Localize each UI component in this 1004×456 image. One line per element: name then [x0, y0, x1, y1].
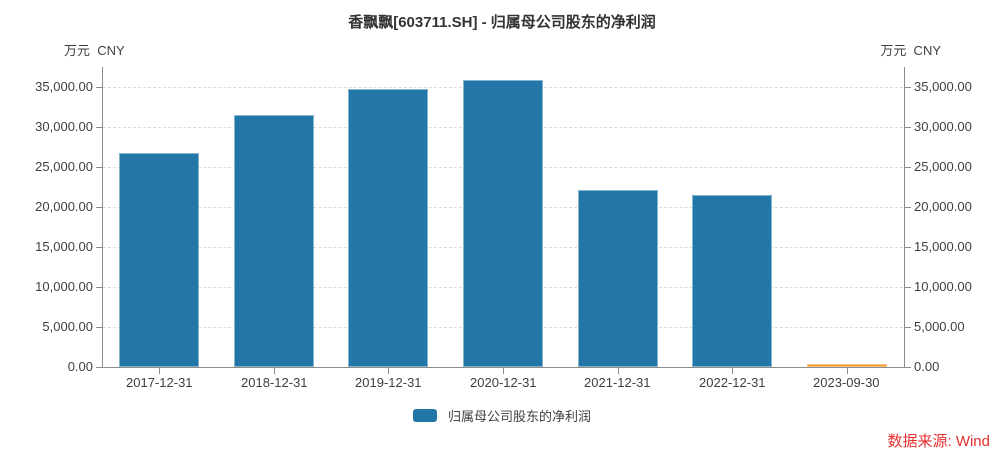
y-tick-label-right: 15,000.00: [914, 239, 972, 254]
data-source-note: 数据来源: Wind: [887, 433, 990, 450]
y-tick-label-left: 5,000.00: [42, 319, 93, 334]
y-tick-label-left: 25,000.00: [35, 159, 93, 174]
y-tick-mark-left: [96, 87, 102, 88]
x-tick-label: 2022-12-31: [699, 375, 766, 390]
legend-item[interactable]: 归属母公司股东的净利润: [412, 406, 591, 425]
x-axis-line: [102, 367, 905, 368]
bar-2023-09-30[interactable]: [807, 364, 887, 367]
y-tick-mark-left: [96, 367, 102, 368]
x-tick-mark: [274, 368, 275, 374]
bar-2018-12-31[interactable]: [234, 115, 314, 367]
bar-2017-12-31[interactable]: [119, 153, 199, 367]
x-tick-mark: [388, 368, 389, 374]
y-tick-label-left: 10,000.00: [35, 279, 93, 294]
y-tick-label-left: 35,000.00: [35, 79, 93, 94]
y-tick-label-right: 0.00: [914, 359, 940, 374]
y-tick-mark-left: [96, 247, 102, 248]
y-tick-mark-right: [905, 327, 911, 328]
legend-label: 归属母公司股东的净利润: [447, 409, 591, 424]
y-tick-label-left: 20,000.00: [35, 199, 93, 214]
y-tick-mark-left: [96, 167, 102, 168]
y-tick-label-right: 35,000.00: [914, 79, 972, 94]
bar-2019-12-31[interactable]: [348, 89, 428, 367]
y-tick-label-right: 20,000.00: [914, 199, 972, 214]
bar-2021-12-31[interactable]: [578, 190, 658, 367]
x-tick-label: 2018-12-31: [241, 375, 308, 390]
legend: 归属母公司股东的净利润: [0, 406, 1004, 425]
y-axis-unit-left: 万元 CNY: [64, 43, 125, 58]
y-tick-label-right: 30,000.00: [914, 119, 972, 134]
x-tick-mark: [618, 368, 619, 374]
x-tick-mark: [503, 368, 504, 374]
bar-2020-12-31[interactable]: [463, 80, 543, 367]
y-tick-label-left: 30,000.00: [35, 119, 93, 134]
bar-2022-12-31[interactable]: [692, 195, 772, 367]
y-tick-mark-left: [96, 127, 102, 128]
chart-title: 香飘飘[603711.SH] - 归属母公司股东的净利润: [348, 14, 656, 31]
x-tick-label: 2020-12-31: [470, 375, 537, 390]
x-tick-mark: [847, 368, 848, 374]
y-axis-unit-right: 万元 CNY: [880, 43, 941, 58]
y-tick-mark-right: [905, 167, 911, 168]
y-axis-line-right: [904, 67, 905, 367]
y-tick-mark-left: [96, 287, 102, 288]
y-tick-mark-left: [96, 207, 102, 208]
y-tick-mark-right: [905, 287, 911, 288]
y-tick-mark-right: [905, 127, 911, 128]
y-tick-label-left: 15,000.00: [35, 239, 93, 254]
x-tick-label: 2023-09-30: [813, 375, 880, 390]
x-tick-label: 2019-12-31: [355, 375, 422, 390]
y-axis-line-left: [102, 67, 103, 367]
y-tick-mark-right: [905, 207, 911, 208]
y-tick-mark-left: [96, 327, 102, 328]
x-tick-label: 2017-12-31: [126, 375, 193, 390]
y-tick-label-right: 10,000.00: [914, 279, 972, 294]
y-tick-label-right: 5,000.00: [914, 319, 965, 334]
x-tick-mark: [732, 368, 733, 374]
y-tick-mark-right: [905, 247, 911, 248]
x-tick-mark: [159, 368, 160, 374]
y-tick-mark-right: [905, 87, 911, 88]
legend-swatch-icon: [412, 409, 437, 422]
y-tick-label-left: 0.00: [67, 359, 93, 374]
x-tick-label: 2021-12-31: [584, 375, 651, 390]
y-tick-label-right: 25,000.00: [914, 159, 972, 174]
y-tick-mark-right: [905, 367, 911, 368]
